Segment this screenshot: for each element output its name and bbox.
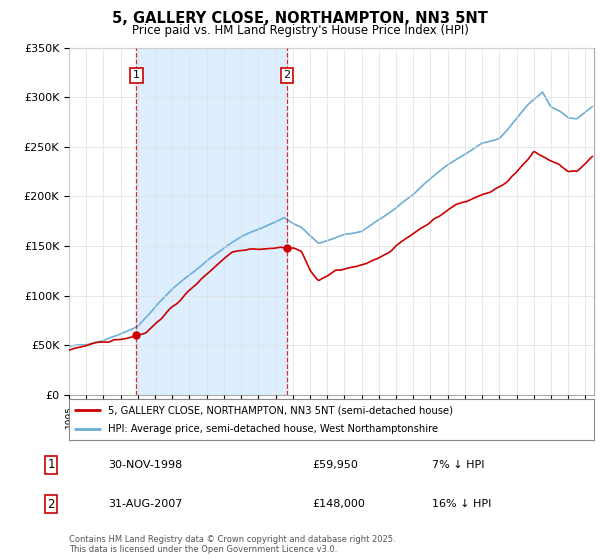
Text: 1: 1 (133, 71, 140, 81)
Text: 5, GALLERY CLOSE, NORTHAMPTON, NN3 5NT: 5, GALLERY CLOSE, NORTHAMPTON, NN3 5NT (112, 11, 488, 26)
Text: Price paid vs. HM Land Registry's House Price Index (HPI): Price paid vs. HM Land Registry's House … (131, 24, 469, 36)
Bar (136, 48, 287, 395)
Text: 31-AUG-2007: 31-AUG-2007 (108, 499, 182, 509)
Text: Contains HM Land Registry data © Crown copyright and database right 2025.
This d: Contains HM Land Registry data © Crown c… (69, 535, 395, 554)
Text: 5, GALLERY CLOSE, NORTHAMPTON, NN3 5NT (semi-detached house): 5, GALLERY CLOSE, NORTHAMPTON, NN3 5NT (… (109, 405, 454, 415)
Text: 30-NOV-1998: 30-NOV-1998 (108, 460, 182, 470)
Text: 7% ↓ HPI: 7% ↓ HPI (432, 460, 485, 470)
Text: 16% ↓ HPI: 16% ↓ HPI (432, 499, 491, 509)
Text: 2: 2 (284, 71, 290, 81)
Text: 2: 2 (47, 497, 55, 511)
Text: HPI: Average price, semi-detached house, West Northamptonshire: HPI: Average price, semi-detached house,… (109, 424, 439, 433)
Text: 1: 1 (47, 458, 55, 472)
Text: £59,950: £59,950 (312, 460, 358, 470)
Text: £148,000: £148,000 (312, 499, 365, 509)
